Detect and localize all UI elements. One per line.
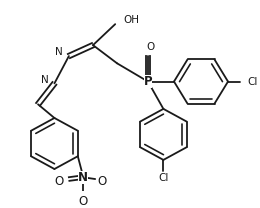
Text: O: O [78,195,87,208]
Text: Cl: Cl [247,77,258,87]
Text: O: O [55,175,64,188]
Text: N: N [55,47,63,57]
Text: OH: OH [123,15,139,25]
Text: N: N [41,75,49,85]
Text: O: O [97,175,107,188]
Text: Cl: Cl [158,173,168,183]
Text: O: O [147,42,155,52]
Text: N: N [78,171,88,184]
Text: P: P [144,75,152,88]
